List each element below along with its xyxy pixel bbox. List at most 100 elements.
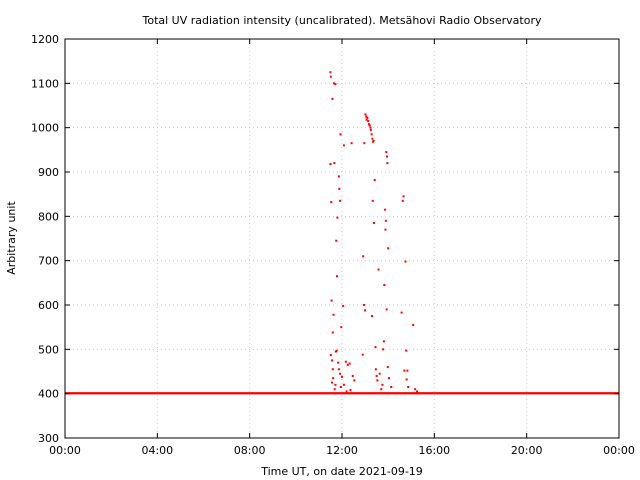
data-point <box>348 362 351 365</box>
data-points <box>65 71 619 395</box>
y-tick-label: 300 <box>38 432 59 445</box>
data-point <box>369 128 372 131</box>
data-point <box>342 383 345 386</box>
data-point <box>335 239 338 242</box>
data-point <box>329 75 332 78</box>
data-point <box>331 368 334 371</box>
data-point <box>364 113 367 116</box>
data-point <box>405 349 408 352</box>
data-point <box>387 247 390 250</box>
data-point <box>378 372 381 375</box>
data-point <box>372 221 375 224</box>
chart-title: Total UV radiation intensity (uncalibrat… <box>142 14 542 27</box>
data-point <box>376 379 379 382</box>
y-tick-label: 800 <box>38 210 59 223</box>
data-point <box>380 388 383 391</box>
data-point <box>367 123 370 126</box>
data-point <box>370 133 373 136</box>
data-point <box>372 139 375 142</box>
data-point <box>351 374 354 377</box>
data-point <box>334 83 337 86</box>
data-point <box>339 386 342 389</box>
data-point <box>337 361 340 364</box>
data-point <box>331 97 334 100</box>
data-point <box>330 381 333 384</box>
data-point <box>364 309 367 312</box>
data-point <box>344 360 347 363</box>
data-point <box>365 118 368 121</box>
data-point <box>382 348 385 351</box>
data-point <box>371 199 374 202</box>
y-tick-label: 900 <box>38 166 59 179</box>
x-tick-label: 04:00 <box>141 444 173 457</box>
data-point <box>346 363 349 366</box>
data-point <box>412 323 415 326</box>
data-point <box>400 311 403 314</box>
x-tick-label: 12:00 <box>326 444 358 457</box>
data-point <box>340 326 343 329</box>
data-point <box>336 216 339 219</box>
data-point <box>337 368 340 371</box>
x-tick-label: 16:00 <box>418 444 450 457</box>
data-point <box>332 313 335 316</box>
data-point <box>386 155 389 158</box>
data-point <box>386 162 389 165</box>
data-point <box>384 228 387 231</box>
data-point <box>386 366 389 369</box>
data-point <box>330 201 333 204</box>
plot-frame <box>64 38 620 439</box>
data-point <box>369 126 372 129</box>
data-point <box>342 304 345 307</box>
y-tick-label: 1200 <box>31 33 59 46</box>
data-point <box>332 82 335 85</box>
data-point <box>333 388 336 391</box>
data-point <box>362 304 365 306</box>
data-point <box>330 359 333 362</box>
data-point <box>349 389 352 392</box>
data-point <box>403 369 406 372</box>
data-point <box>339 199 342 202</box>
data-point <box>406 369 409 372</box>
data-point <box>377 268 380 271</box>
data-point <box>373 178 376 181</box>
y-axis-label: Arbitrary unit <box>5 201 18 275</box>
x-tick-label: 00:00 <box>603 444 635 457</box>
data-point <box>368 124 371 127</box>
data-point <box>339 133 342 136</box>
data-point <box>353 379 356 382</box>
axis-ticks: 300 400 500 600 700 800 900 1000 1100 1200 00:00 04… <box>31 33 635 457</box>
data-point <box>405 378 408 381</box>
data-point <box>333 162 336 165</box>
x-tick-label: 08:00 <box>234 444 266 457</box>
data-point <box>384 208 387 211</box>
data-point <box>387 377 390 380</box>
y-tick-label: 600 <box>38 299 59 312</box>
data-point <box>362 255 365 258</box>
gridlines <box>65 39 619 438</box>
data-point <box>337 175 340 178</box>
data-point <box>402 195 405 198</box>
data-point <box>371 137 374 140</box>
data-point <box>334 383 337 386</box>
data-point <box>407 386 410 389</box>
data-point <box>329 163 332 166</box>
y-tick-label: 400 <box>38 388 59 401</box>
y-tick-label: 700 <box>38 255 59 268</box>
data-point <box>390 386 393 389</box>
data-point <box>374 346 377 349</box>
data-point <box>345 390 348 393</box>
data-point <box>338 187 341 190</box>
data-point <box>329 71 332 74</box>
x-tick-label: 00:00 <box>49 444 81 457</box>
data-point <box>414 388 417 391</box>
data-point <box>332 377 335 380</box>
data-point <box>335 275 338 278</box>
data-point <box>375 374 378 377</box>
data-point <box>365 115 368 118</box>
data-point <box>385 308 388 311</box>
data-point <box>330 299 333 302</box>
data-point <box>361 353 364 356</box>
x-axis-label: Time UT, on date 2021-09-19 <box>260 465 423 478</box>
data-point <box>367 120 370 123</box>
